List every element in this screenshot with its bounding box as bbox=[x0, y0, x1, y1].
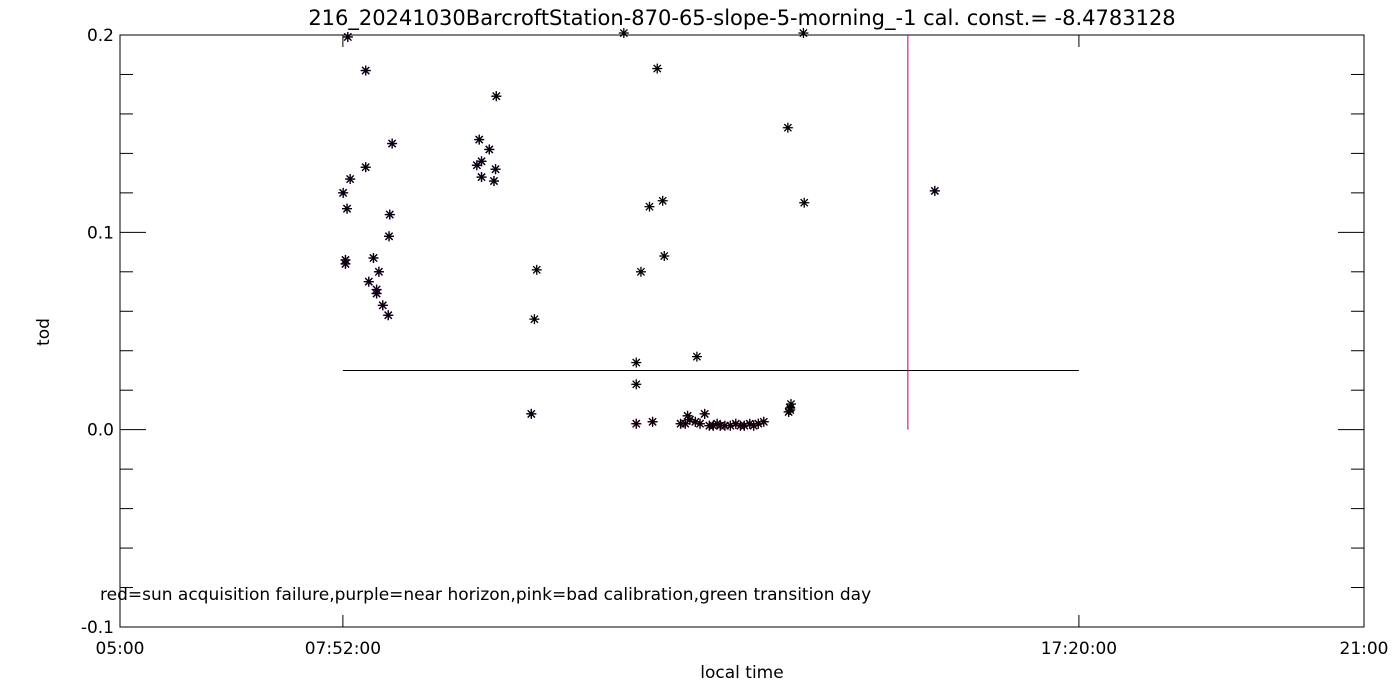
data-point-asterisk bbox=[782, 122, 793, 133]
data-point-asterisk bbox=[383, 310, 394, 321]
data-point-asterisk bbox=[659, 251, 670, 262]
data-point-asterisk bbox=[488, 176, 499, 187]
data-point-asterisk bbox=[384, 231, 395, 242]
x-axis-label: local time bbox=[700, 663, 783, 683]
y-tick-label: 0.1 bbox=[87, 223, 114, 243]
data-point-asterisk bbox=[657, 195, 668, 206]
data-point-asterisk bbox=[371, 288, 382, 299]
data-point-asterisk bbox=[484, 144, 495, 155]
y-tick-label: -0.1 bbox=[81, 618, 114, 638]
data-point-asterisk bbox=[618, 28, 629, 39]
data-point-asterisk bbox=[474, 134, 485, 145]
data-point-asterisk bbox=[377, 300, 388, 311]
data-point-asterisk bbox=[631, 418, 642, 429]
data-point-asterisk bbox=[699, 408, 710, 419]
data-points bbox=[338, 28, 940, 431]
data-point-asterisk bbox=[695, 418, 706, 429]
x-tick-label: 17:20:00 bbox=[1041, 639, 1117, 659]
data-point-asterisk bbox=[360, 65, 371, 76]
data-point-asterisk bbox=[758, 416, 769, 427]
plot-frame bbox=[119, 34, 1365, 628]
data-point-asterisk bbox=[526, 408, 537, 419]
data-point-asterisk bbox=[531, 264, 542, 275]
data-point-asterisk bbox=[476, 172, 487, 183]
data-point-asterisk bbox=[798, 28, 809, 39]
data-point-asterisk bbox=[635, 266, 646, 277]
data-point-asterisk bbox=[340, 254, 351, 265]
data-point-asterisk bbox=[529, 314, 540, 325]
chart-annotation: red=sun acquisition failure,purple=near … bbox=[100, 585, 871, 605]
data-point-asterisk bbox=[342, 203, 353, 214]
data-point-asterisk bbox=[631, 379, 642, 390]
data-point-asterisk bbox=[631, 357, 642, 368]
y-axis-label: tod bbox=[34, 318, 54, 346]
data-point-asterisk bbox=[647, 416, 658, 427]
chart-title: 216_20241030BarcroftStation-870-65-slope… bbox=[308, 6, 1175, 31]
axes-frame bbox=[119, 34, 1365, 628]
y-tick-label: 0.2 bbox=[87, 26, 114, 46]
data-point-asterisk bbox=[384, 209, 395, 220]
y-tick-label: 0.0 bbox=[87, 421, 114, 441]
data-point-asterisk bbox=[476, 156, 487, 167]
x-tick-label: 07:52:00 bbox=[305, 639, 381, 659]
data-point-asterisk bbox=[368, 252, 379, 263]
data-point-asterisk bbox=[338, 187, 349, 198]
data-point-asterisk bbox=[691, 351, 702, 362]
x-tick-label: 05:00 bbox=[96, 639, 145, 659]
data-point-asterisk bbox=[491, 91, 502, 102]
data-point-asterisk bbox=[342, 31, 353, 42]
data-point-asterisk bbox=[373, 266, 384, 277]
data-point-asterisk bbox=[387, 138, 398, 149]
data-point-asterisk bbox=[929, 185, 940, 196]
data-point-asterisk bbox=[799, 197, 810, 208]
x-tick-label: 21:00 bbox=[1340, 639, 1389, 659]
data-point-asterisk bbox=[360, 162, 371, 173]
data-point-asterisk bbox=[363, 276, 374, 287]
data-point-asterisk bbox=[644, 201, 655, 212]
chart-text: 216_20241030BarcroftStation-870-65-slope… bbox=[34, 6, 1389, 683]
data-point-asterisk bbox=[345, 174, 356, 185]
data-point-asterisk bbox=[490, 164, 501, 175]
data-point-asterisk bbox=[785, 404, 796, 415]
data-point-asterisk bbox=[652, 63, 663, 74]
reference-lines bbox=[342, 35, 1079, 430]
